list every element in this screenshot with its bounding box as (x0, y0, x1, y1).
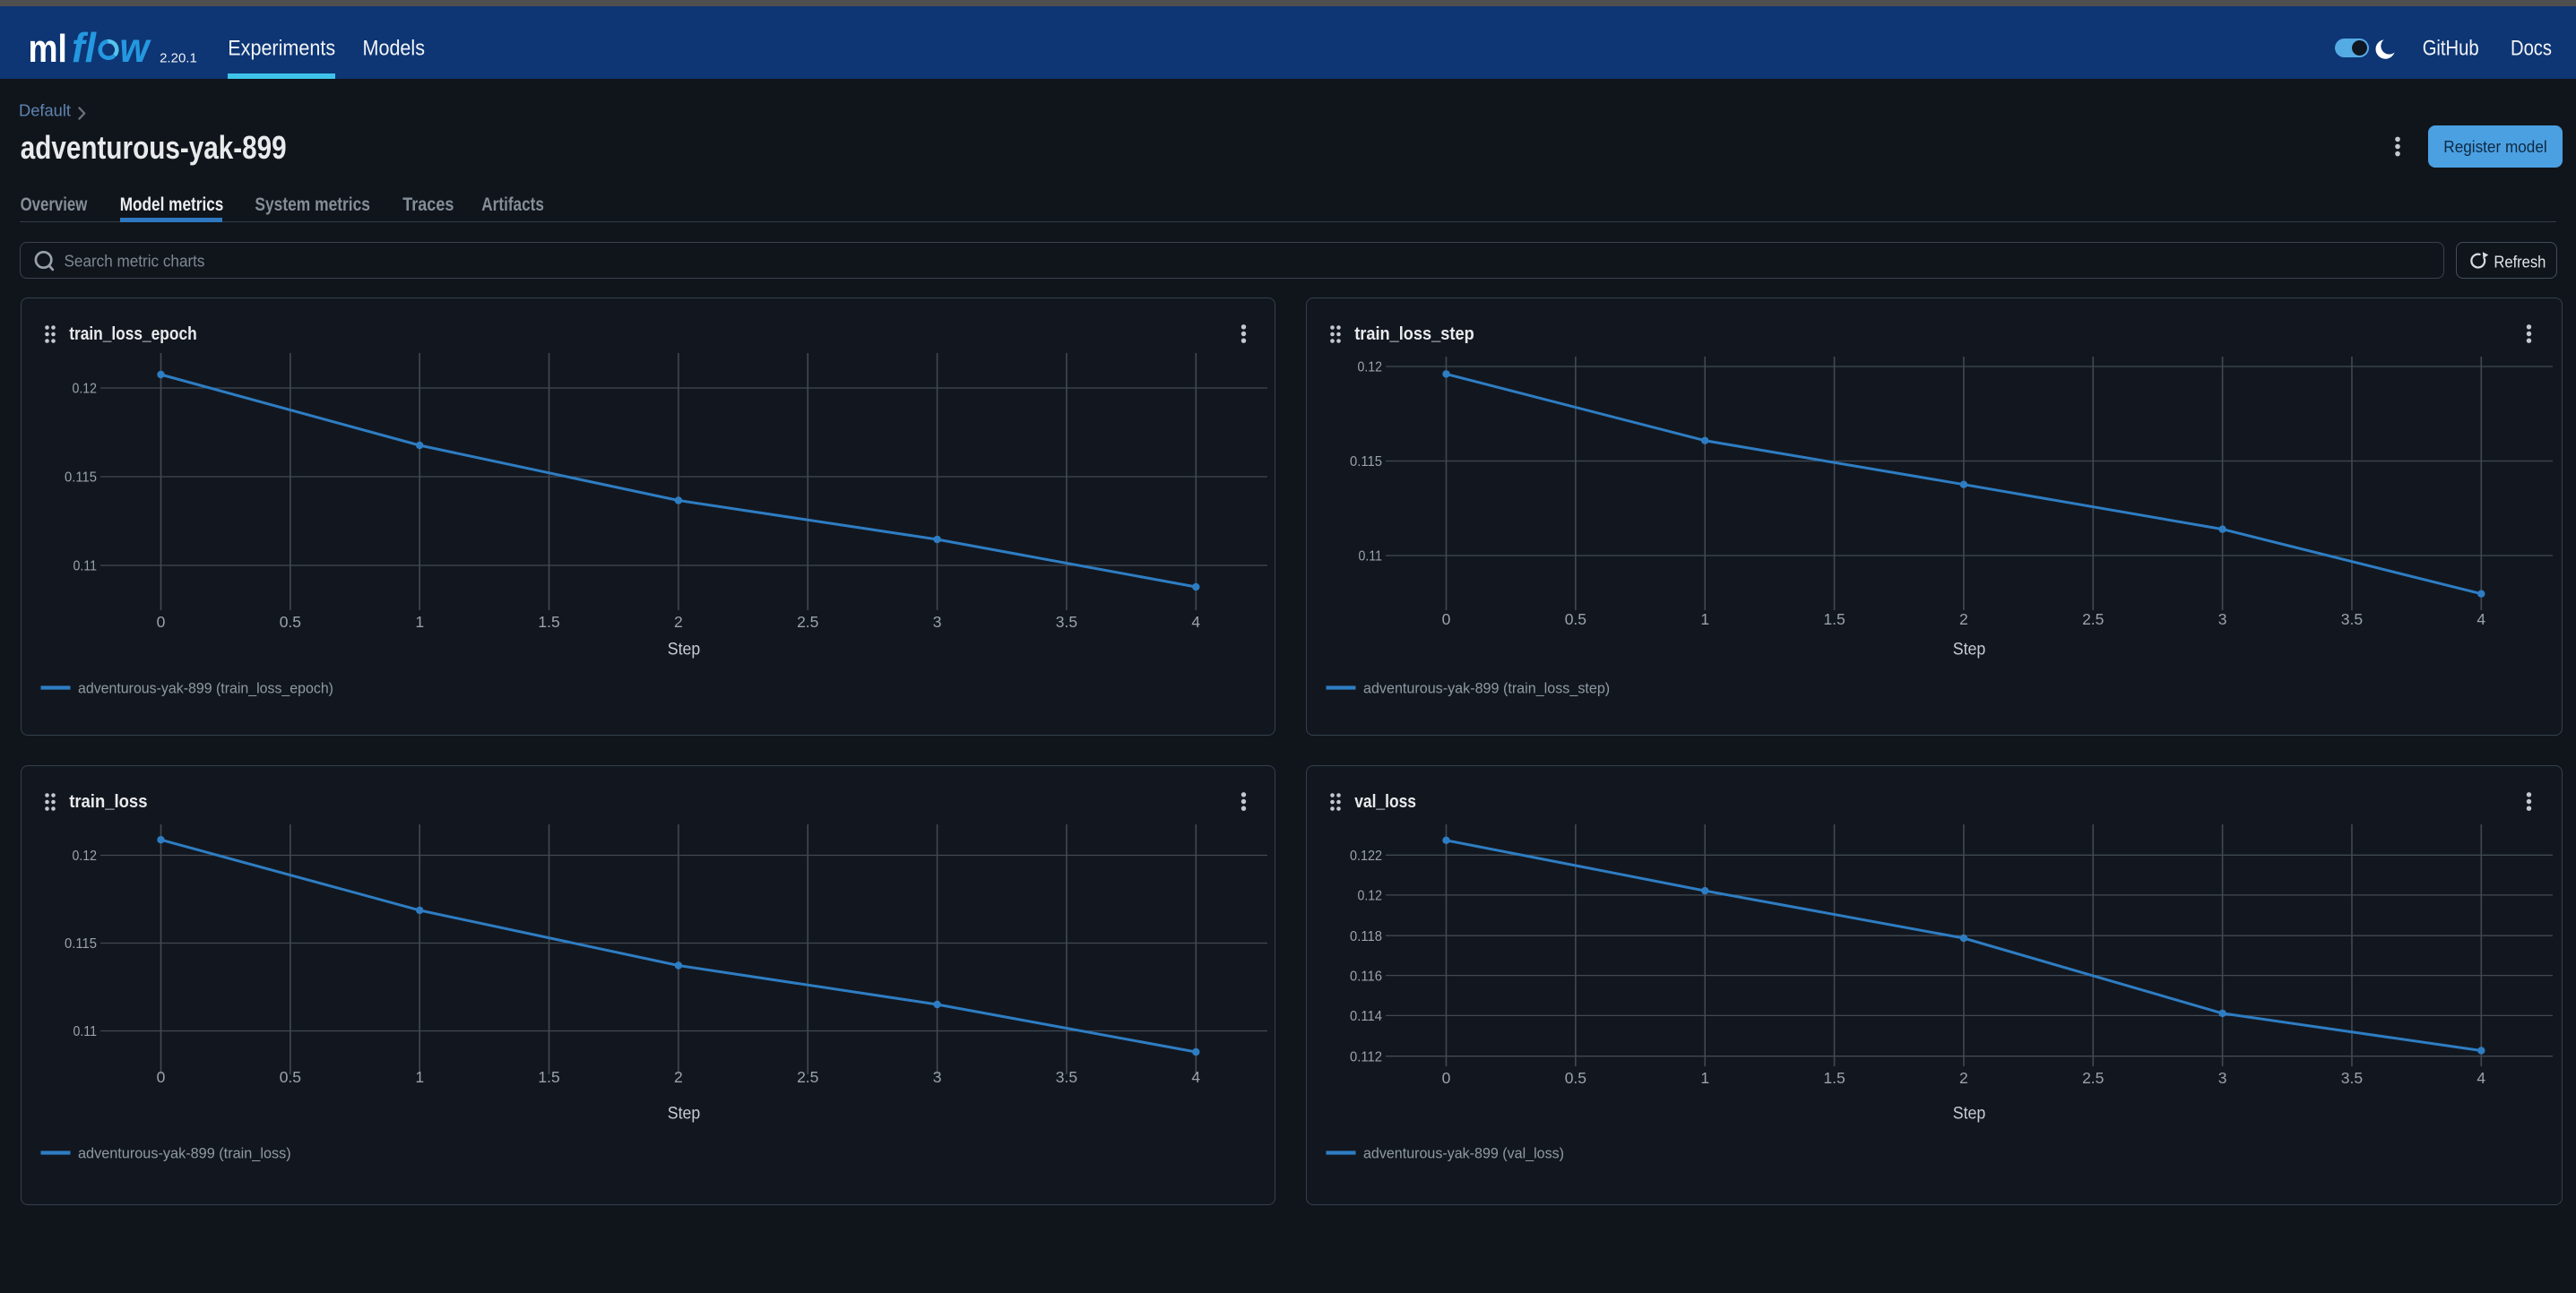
svg-text:1.5: 1.5 (538, 613, 559, 631)
svg-text:3: 3 (932, 613, 941, 631)
svg-text:Refresh: Refresh (2494, 252, 2546, 271)
svg-text:0.12: 0.12 (72, 849, 97, 864)
svg-text:0.112: 0.112 (1350, 1049, 1382, 1065)
svg-text:2.20.1: 2.20.1 (160, 50, 197, 65)
svg-text:4: 4 (2477, 610, 2485, 628)
svg-text:Traces: Traces (402, 194, 454, 215)
svg-text:Step: Step (667, 640, 699, 659)
svg-text:adventurous-yak-899 (train_los: adventurous-yak-899 (train_loss) (78, 1144, 291, 1161)
svg-text:0.118: 0.118 (1350, 928, 1382, 944)
svg-text:Models: Models (363, 36, 426, 60)
svg-text:0.5: 0.5 (279, 613, 300, 631)
svg-text:4: 4 (2477, 1069, 2485, 1087)
svg-text:1: 1 (415, 613, 424, 631)
svg-text:3: 3 (2217, 1069, 2226, 1087)
svg-text:0.11: 0.11 (73, 559, 97, 574)
svg-text:val_loss: val_loss (1354, 792, 1416, 812)
svg-text:0: 0 (1441, 1069, 1450, 1087)
svg-text:train_loss_step: train_loss_step (1354, 324, 1474, 344)
svg-text:fl: fl (72, 24, 97, 71)
svg-text:ml: ml (29, 27, 67, 71)
svg-text:1: 1 (1700, 1069, 1709, 1087)
svg-text:3: 3 (932, 1068, 941, 1086)
svg-text:2.5: 2.5 (2082, 1069, 2104, 1087)
svg-text:1.5: 1.5 (1823, 610, 1845, 628)
svg-text:Register model: Register model (2443, 137, 2546, 156)
svg-text:2: 2 (674, 613, 683, 631)
svg-text:1: 1 (1700, 610, 1709, 628)
svg-text:0.11: 0.11 (73, 1024, 97, 1039)
svg-text:2.5: 2.5 (797, 613, 818, 631)
svg-text:0.12: 0.12 (1357, 360, 1382, 375)
svg-text:Step: Step (667, 1104, 699, 1123)
svg-text:0.5: 0.5 (279, 1068, 300, 1086)
svg-text:train_loss_epoch: train_loss_epoch (69, 324, 196, 344)
svg-text:GitHub: GitHub (2423, 36, 2479, 60)
svg-text:0.5: 0.5 (1564, 610, 1586, 628)
svg-text:0.116: 0.116 (1350, 969, 1382, 984)
svg-text:1: 1 (415, 1068, 424, 1086)
svg-text:3.5: 3.5 (2340, 1069, 2362, 1087)
svg-text:0: 0 (156, 1068, 165, 1086)
svg-text:System metrics: System metrics (255, 194, 370, 215)
svg-text:0: 0 (1441, 610, 1450, 628)
svg-text:Docs: Docs (2511, 36, 2552, 60)
svg-text:0.12: 0.12 (72, 382, 97, 397)
svg-text:adventurous-yak-899 (val_loss): adventurous-yak-899 (val_loss) (1363, 1144, 1564, 1161)
svg-text:adventurous-yak-899 (train_los: adventurous-yak-899 (train_loss_step) (1363, 680, 1610, 697)
svg-text:3.5: 3.5 (1055, 1068, 1076, 1086)
svg-text:3.5: 3.5 (2340, 610, 2362, 628)
svg-text:Step: Step (1952, 640, 1984, 659)
svg-text:2: 2 (1959, 1069, 1968, 1087)
svg-text:4: 4 (1191, 613, 1200, 631)
svg-text:0.11: 0.11 (1358, 549, 1382, 565)
svg-text:0.114: 0.114 (1350, 1009, 1382, 1024)
svg-text:0.115: 0.115 (65, 470, 97, 486)
svg-text:0.115: 0.115 (65, 936, 97, 952)
svg-text:1.5: 1.5 (538, 1068, 559, 1086)
svg-text:Search metric charts: Search metric charts (65, 252, 205, 270)
svg-text:4: 4 (1191, 1068, 1200, 1086)
svg-text:0: 0 (156, 613, 165, 631)
svg-text:1.5: 1.5 (1823, 1069, 1845, 1087)
svg-text:adventurous-yak-899 (train_los: adventurous-yak-899 (train_loss_epoch) (78, 680, 333, 697)
svg-text:0.12: 0.12 (1357, 888, 1382, 903)
svg-text:Experiments: Experiments (228, 36, 335, 60)
svg-text:Model metrics: Model metrics (120, 194, 224, 215)
svg-text:Step: Step (1952, 1104, 1984, 1123)
svg-text:2: 2 (674, 1068, 683, 1086)
svg-text:Artifacts: Artifacts (481, 194, 544, 215)
svg-text:0.115: 0.115 (1350, 454, 1382, 470)
svg-text:2: 2 (1959, 610, 1968, 628)
svg-text:0.122: 0.122 (1350, 849, 1382, 864)
svg-text:3: 3 (2217, 610, 2226, 628)
svg-text:2.5: 2.5 (2082, 610, 2104, 628)
svg-text:Default: Default (19, 102, 71, 120)
svg-text:train_loss: train_loss (69, 792, 147, 812)
svg-text:3.5: 3.5 (1055, 613, 1076, 631)
svg-text:2.5: 2.5 (797, 1068, 818, 1086)
svg-text:Overview: Overview (21, 194, 88, 215)
svg-text:w: w (120, 24, 152, 71)
svg-text:adventurous-yak-899: adventurous-yak-899 (21, 129, 287, 166)
svg-text:0.5: 0.5 (1564, 1069, 1586, 1087)
